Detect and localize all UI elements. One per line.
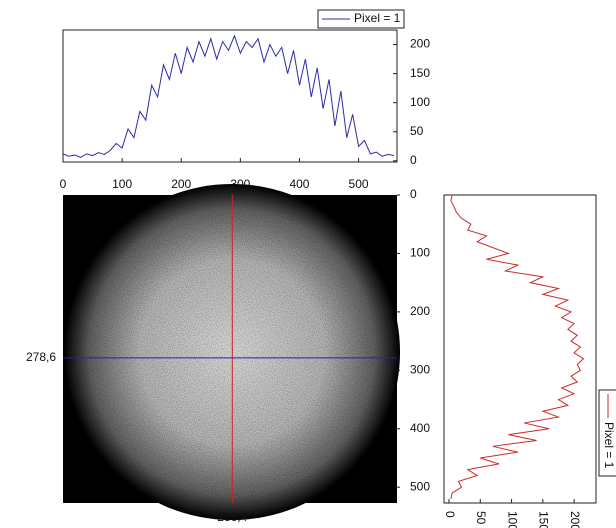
profile-line <box>62 34 395 158</box>
x-tick-label: 100 <box>505 511 519 528</box>
y-tick-label: 200 <box>410 304 430 318</box>
plot-frame <box>62 29 398 163</box>
y-tick-label: 0 <box>410 187 417 201</box>
crosshair-y-label: 278,6 <box>26 350 56 364</box>
plot-frame <box>443 194 597 504</box>
x-tick-label: 0 <box>60 177 67 191</box>
x-tick-label: 200 <box>568 511 582 528</box>
y-tick-label: 150 <box>410 66 430 80</box>
legend-label: Pixel = 1 <box>354 11 401 25</box>
x-tick-label: 100 <box>112 177 132 191</box>
y-tick-label: 300 <box>410 363 430 377</box>
legend-box <box>317 9 405 29</box>
profile-line <box>450 194 585 500</box>
y-tick-label: 50 <box>410 124 424 138</box>
y-tick-label: 500 <box>410 479 430 493</box>
x-tick-label: 500 <box>349 177 369 191</box>
x-tick-label: 50 <box>474 511 488 525</box>
crosshair-x-label: 286,4 <box>217 510 247 524</box>
x-tick-label: 200 <box>171 177 191 191</box>
x-tick-label: 400 <box>289 177 309 191</box>
y-tick-label: 100 <box>410 95 430 109</box>
y-tick-label: 200 <box>410 37 430 51</box>
legend-label: Pixel = 1 <box>602 422 616 469</box>
y-tick-label: 100 <box>410 246 430 260</box>
x-tick-label: 0 <box>443 511 457 518</box>
legend: Pixel = 1 <box>598 389 616 477</box>
y-tick-label: 400 <box>410 421 430 435</box>
x-tick-label: 150 <box>537 511 551 528</box>
y-tick-label: 0 <box>410 153 417 167</box>
legend-box <box>598 389 616 477</box>
